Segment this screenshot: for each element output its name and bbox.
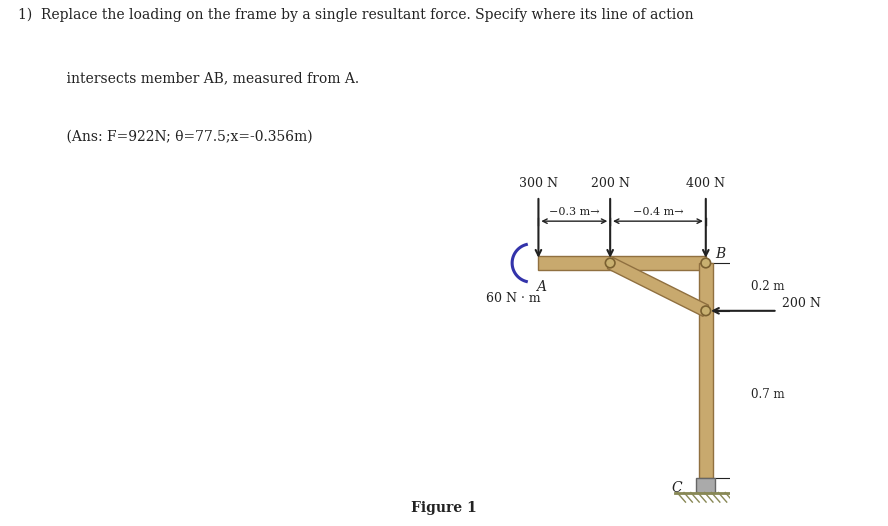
Polygon shape (699, 263, 713, 478)
Text: −0.3 m→: −0.3 m→ (549, 207, 599, 217)
Text: intersects member AB, measured from A.: intersects member AB, measured from A. (49, 71, 359, 85)
Text: (Ans: F=922N; θ=77.5;x=-0.356m): (Ans: F=922N; θ=77.5;x=-0.356m) (49, 129, 313, 144)
Text: 200 N: 200 N (591, 177, 630, 190)
Text: 0.2 m: 0.2 m (751, 280, 785, 294)
Text: C: C (671, 481, 682, 494)
Bar (696, 478, 716, 492)
Text: 1)  Replace the loading on the frame by a single resultant force. Specify where : 1) Replace the loading on the frame by a… (18, 8, 694, 22)
Text: −0.4 m→: −0.4 m→ (632, 207, 683, 217)
Circle shape (606, 258, 615, 268)
Text: 60 N · m: 60 N · m (486, 292, 541, 305)
Polygon shape (607, 257, 709, 316)
Text: 0.7 m: 0.7 m (751, 388, 785, 401)
Text: A: A (535, 280, 546, 294)
Text: 200 N: 200 N (782, 297, 821, 310)
Circle shape (701, 306, 710, 316)
Polygon shape (538, 256, 706, 270)
Text: B: B (716, 247, 725, 260)
Text: Figure 1: Figure 1 (411, 501, 477, 515)
Circle shape (701, 258, 710, 268)
Text: 400 N: 400 N (686, 177, 725, 190)
Text: 300 N: 300 N (519, 177, 558, 190)
